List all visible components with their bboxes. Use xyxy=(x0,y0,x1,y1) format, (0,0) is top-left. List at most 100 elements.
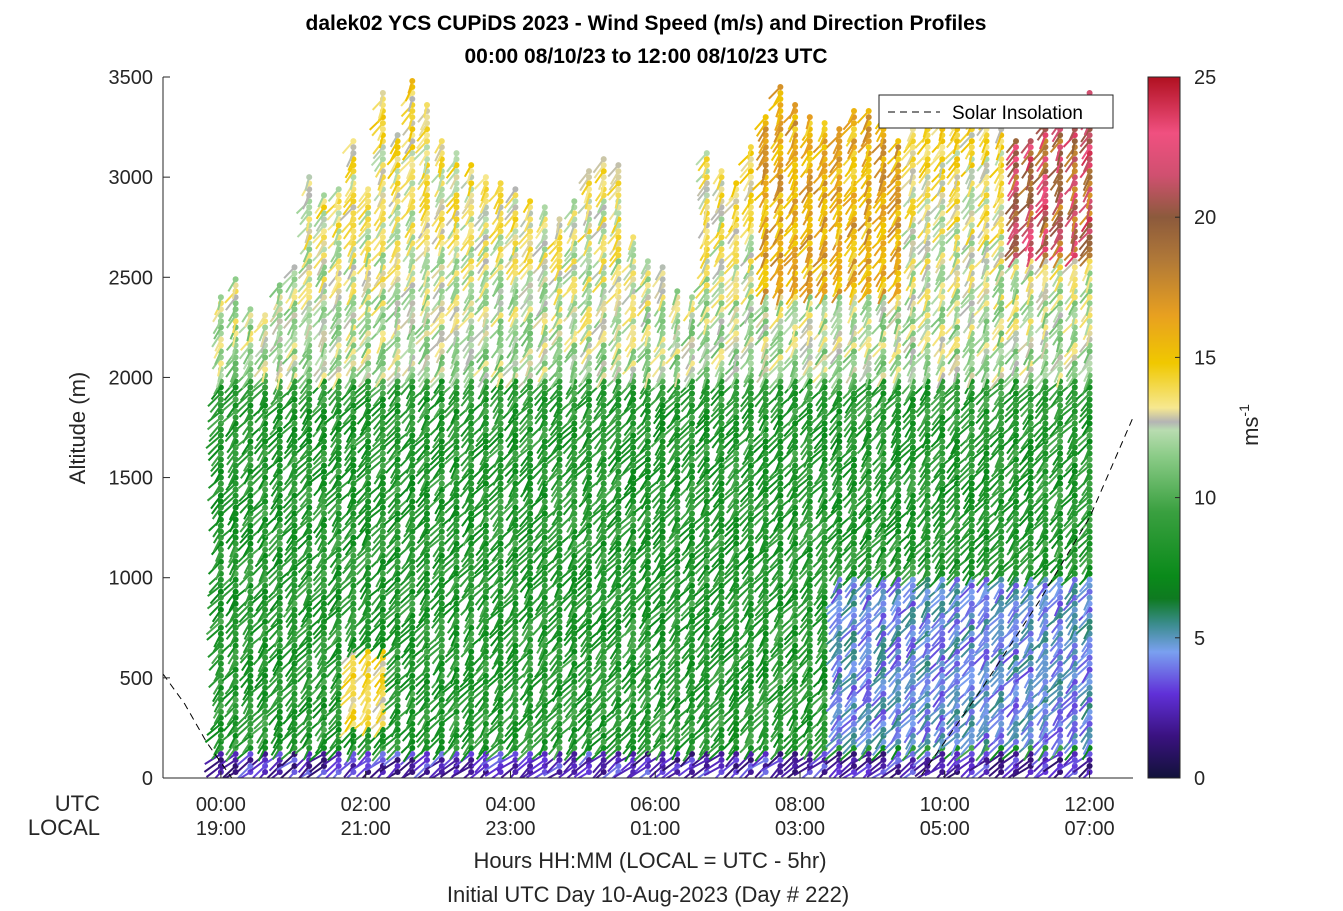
wind-barb-dot xyxy=(350,654,357,661)
wind-barb-dot xyxy=(276,732,283,739)
wind-barb-dot xyxy=(541,426,548,433)
wind-barb-dot xyxy=(321,636,327,643)
wind-barb-dot xyxy=(232,702,239,709)
wind-barb-dot xyxy=(453,588,460,595)
wind-barb-dot xyxy=(335,757,342,763)
wind-barb-dot xyxy=(262,588,269,595)
wind-barb-dot xyxy=(497,450,504,457)
wind-barb-dot xyxy=(424,102,430,108)
wind-barb-dot xyxy=(306,582,313,589)
wind-barb-dot xyxy=(482,582,489,589)
wind-barb-dot xyxy=(556,450,563,457)
wind-barb-dot xyxy=(409,474,416,481)
wind-barb-dot xyxy=(453,684,460,691)
wind-barb-dot xyxy=(262,516,269,523)
wind-barb-dot xyxy=(571,492,578,499)
wind-barb-dot xyxy=(291,678,298,685)
wind-barb-dot xyxy=(276,642,283,649)
wind-barb-dot xyxy=(247,468,254,475)
wind-barb-dot xyxy=(262,594,269,601)
wind-barb-dot xyxy=(586,450,592,457)
wind-barb-dot xyxy=(306,606,313,613)
wind-barb-dot xyxy=(512,408,519,415)
wind-barb-dot xyxy=(438,534,445,541)
wind-barb-dot xyxy=(232,690,239,697)
wind-barb-dot xyxy=(512,540,519,547)
wind-barb-shaft xyxy=(206,627,222,641)
wind-barb-shaft xyxy=(205,765,222,778)
wind-barb-dot xyxy=(232,492,239,499)
wind-barb-dot xyxy=(217,336,224,343)
wind-barb-dot xyxy=(512,186,519,193)
wind-barb-dot xyxy=(409,288,416,295)
wind-barb-dot xyxy=(232,588,239,595)
wind-barb-dot xyxy=(497,438,504,445)
wind-barb-dot xyxy=(556,246,563,253)
wind-barb-dot xyxy=(394,336,401,343)
wind-barb-dot xyxy=(306,654,313,661)
wind-barb-dot xyxy=(217,414,224,421)
wind-barb-dot xyxy=(453,408,460,415)
wind-barb-dot xyxy=(306,456,313,463)
wind-barb-shaft xyxy=(265,512,281,527)
wind-barb-dot xyxy=(409,210,416,217)
wind-barb-dot xyxy=(497,486,504,493)
wind-barb-dot xyxy=(468,420,475,427)
wind-barb-dot xyxy=(321,769,327,775)
wind-barb-dot xyxy=(379,462,386,469)
wind-barb-dot xyxy=(247,378,254,385)
wind-barb-dot xyxy=(424,630,430,637)
wind-barb-dot xyxy=(217,456,224,463)
wind-barb-dot xyxy=(424,690,430,697)
wind-barb-dot xyxy=(306,630,313,637)
wind-barb-dot xyxy=(527,606,534,613)
wind-barb-dot xyxy=(556,456,563,463)
wind-barb-dot xyxy=(365,444,372,451)
wind-barb-dot xyxy=(247,438,254,445)
wind-barb-dot xyxy=(482,528,489,535)
wind-barb-dot xyxy=(512,714,519,721)
wind-barb-dot xyxy=(276,408,283,415)
wind-barb-dot xyxy=(306,462,313,469)
wind-barb-dot xyxy=(394,648,401,655)
wind-barb-dot xyxy=(394,528,401,535)
wind-barb-dot xyxy=(453,757,460,763)
wind-barb-dot xyxy=(262,690,269,697)
wind-barb-dot xyxy=(365,402,372,409)
wind-barb-dot xyxy=(365,576,372,583)
wind-barb-dot xyxy=(306,486,313,493)
wind-barb-dot xyxy=(232,396,239,403)
wind-barb-dot xyxy=(247,606,254,613)
wind-barb-dot xyxy=(232,582,239,589)
wind-barb-dot xyxy=(335,726,342,733)
wind-barb-dot xyxy=(321,510,327,517)
wind-barb-dot xyxy=(438,138,445,145)
wind-barb-dot xyxy=(291,714,298,721)
wind-barb-dot xyxy=(497,570,504,577)
wind-barb-dot xyxy=(262,318,269,325)
wind-barb-dot xyxy=(321,552,327,559)
wind-barb-dot xyxy=(527,510,534,517)
wind-barb-dot xyxy=(262,624,269,631)
wind-barb-dot xyxy=(409,546,416,553)
wind-barb-dot xyxy=(379,282,386,289)
wind-barb-dot xyxy=(291,738,298,745)
wind-barb-dot xyxy=(335,630,342,637)
wind-barb-dot xyxy=(571,570,578,577)
wind-barb-dot xyxy=(453,745,460,751)
wind-barb-dot xyxy=(482,366,489,373)
wind-barb-dot xyxy=(291,426,298,433)
wind-barb-dot xyxy=(232,354,239,361)
wind-barb-dot xyxy=(306,660,313,667)
wind-barb-dot xyxy=(291,354,298,361)
wind-barb-dot xyxy=(394,156,401,163)
wind-barb-dot xyxy=(350,594,357,601)
wind-barb-dot xyxy=(512,732,519,739)
wind-barb-dot xyxy=(306,534,313,541)
wind-barb-dot xyxy=(541,624,548,631)
wind-barb-dot xyxy=(335,366,342,373)
wind-barb-dot xyxy=(527,390,534,397)
wind-barbs xyxy=(203,78,1093,778)
wind-barb-dot xyxy=(556,324,563,331)
wind-barb-dot xyxy=(291,600,298,607)
